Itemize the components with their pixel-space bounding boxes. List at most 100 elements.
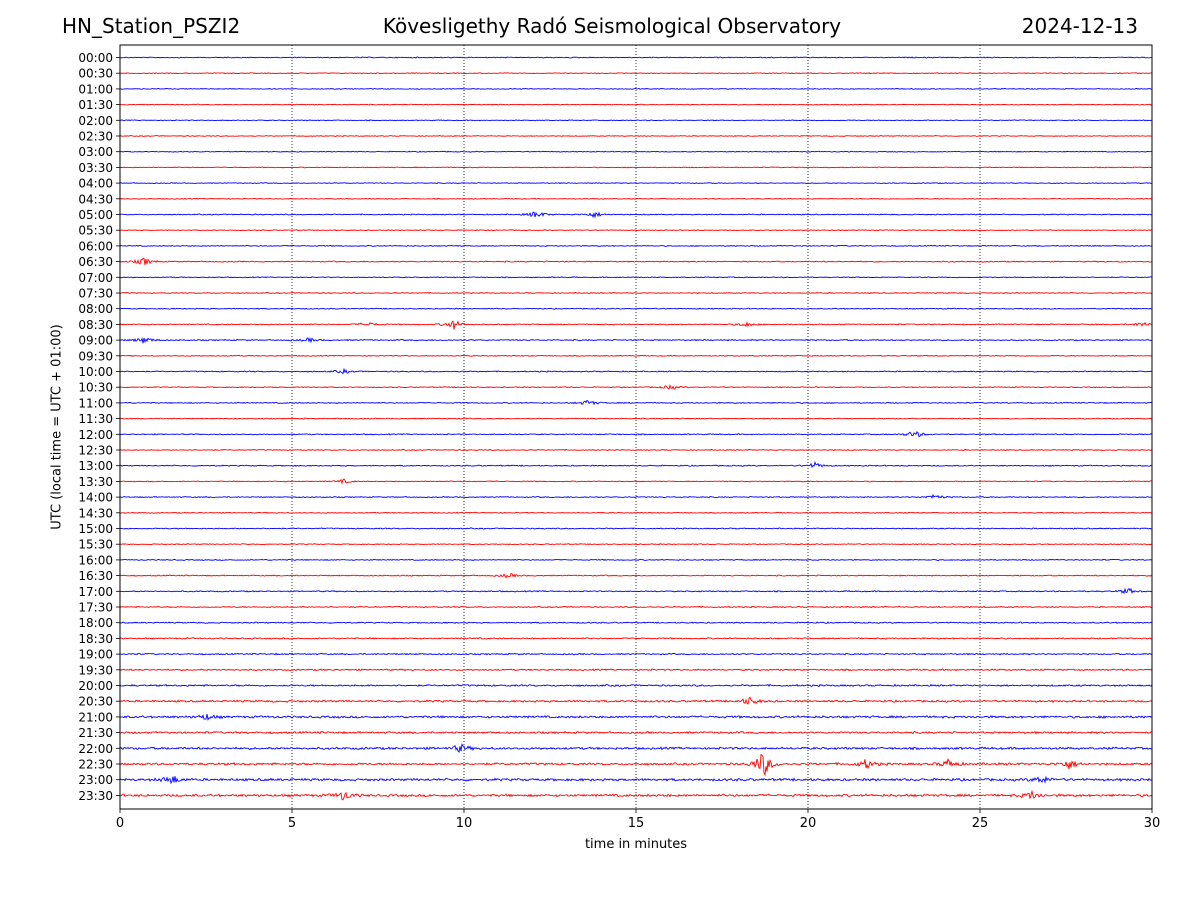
y-tick-label: 19:30 xyxy=(78,663,113,677)
y-tick-label: 17:00 xyxy=(78,585,113,599)
y-tick-label: 07:00 xyxy=(78,271,113,285)
y-tick-label: 14:00 xyxy=(78,491,113,505)
trace-1630 xyxy=(119,572,1153,579)
y-tick-label: 13:30 xyxy=(78,475,113,489)
trace-1930 xyxy=(119,668,1153,672)
y-tick-label: 21:30 xyxy=(78,726,113,740)
y-tick-label: 11:00 xyxy=(78,396,113,410)
y-tick-label: 08:30 xyxy=(78,318,113,332)
y-tick-label: 00:00 xyxy=(78,51,113,65)
trace-2200 xyxy=(119,743,1153,753)
y-tick-label: 06:00 xyxy=(78,239,113,253)
y-tick-label: 15:30 xyxy=(78,538,113,552)
y-tick-label: 06:30 xyxy=(78,255,113,269)
y-tick-label: 09:30 xyxy=(78,349,113,363)
y-tick-label: 02:00 xyxy=(78,114,113,128)
y-tick-label: 12:00 xyxy=(78,428,113,442)
trace-0500 xyxy=(119,211,1153,219)
trace-0430 xyxy=(119,197,1153,200)
trace-1400 xyxy=(119,493,1153,499)
y-tick-label: 03:00 xyxy=(78,145,113,159)
trace-1900 xyxy=(119,652,1153,656)
trace-2130 xyxy=(119,730,1153,735)
y-axis-label: UTC (local time = UTC + 01:00) xyxy=(49,324,65,530)
y-tick-label: 22:00 xyxy=(78,742,113,756)
trace-0630 xyxy=(119,257,1153,265)
trace-0700 xyxy=(119,276,1153,279)
trace-1300 xyxy=(119,461,1152,468)
y-tick-label: 15:00 xyxy=(78,522,113,536)
y-tick-label: 10:00 xyxy=(78,365,113,379)
trace-0400 xyxy=(119,182,1153,185)
trace-1500 xyxy=(119,527,1153,530)
x-tick-label: 25 xyxy=(972,816,989,831)
y-tick-label: 07:30 xyxy=(78,287,113,301)
trace-1100 xyxy=(119,399,1153,406)
trace-1730 xyxy=(119,605,1153,609)
trace-2000 xyxy=(119,683,1153,688)
trace-1700 xyxy=(119,587,1153,595)
trace-1200 xyxy=(119,431,1153,438)
y-tick-label: 12:30 xyxy=(78,444,113,458)
y-tick-label: 17:30 xyxy=(78,601,113,615)
trace-0100 xyxy=(119,87,1153,90)
y-tick-label: 18:30 xyxy=(78,632,113,646)
trace-0300 xyxy=(119,150,1153,153)
x-tick-label: 0 xyxy=(116,816,124,831)
trace-0200 xyxy=(119,119,1153,122)
trace-0900 xyxy=(119,337,1153,344)
trace-0730 xyxy=(119,291,1153,295)
trace-0930 xyxy=(119,354,1153,357)
y-tick-label: 08:00 xyxy=(78,302,113,316)
trace-2100 xyxy=(119,713,1153,721)
y-tick-label: 04:00 xyxy=(78,177,113,191)
y-tick-label: 05:30 xyxy=(78,224,113,238)
trace-2330 xyxy=(119,789,1153,801)
trace-0830 xyxy=(119,320,1153,330)
trace-0800 xyxy=(119,307,1153,310)
y-tick-label: 09:00 xyxy=(78,334,113,348)
y-tick-label: 19:00 xyxy=(78,648,113,662)
y-tick-label: 05:00 xyxy=(78,208,113,222)
y-tick-label: 03:30 xyxy=(78,161,113,175)
trace-0530 xyxy=(119,229,1153,232)
trace-0130 xyxy=(119,103,1153,106)
trace-0030 xyxy=(119,72,1153,75)
trace-0000 xyxy=(119,56,1153,59)
trace-1430 xyxy=(119,511,1153,514)
trace-2230 xyxy=(119,753,1153,777)
y-tick-label: 18:00 xyxy=(78,616,113,630)
trace-0230 xyxy=(119,134,1153,137)
trace-0330 xyxy=(119,166,1153,169)
trace-2030 xyxy=(119,696,1153,705)
x-tick-label: 5 xyxy=(288,816,296,831)
station-title: HN_Station_PSZI2 xyxy=(62,14,241,38)
trace-1030 xyxy=(119,383,1153,390)
trace-1600 xyxy=(119,558,1153,562)
date-title: 2024-12-13 xyxy=(1021,14,1138,38)
y-tick-label: 21:00 xyxy=(78,710,113,724)
x-axis-label: time in minutes xyxy=(584,837,688,852)
trace-0600 xyxy=(119,244,1153,247)
trace-1000 xyxy=(119,367,1153,375)
y-tick-label: 14:30 xyxy=(78,506,113,520)
y-tick-label: 23:00 xyxy=(78,773,113,787)
trace-1230 xyxy=(119,448,1153,452)
y-tick-label: 13:00 xyxy=(78,459,113,473)
trace-1330 xyxy=(119,478,1153,485)
x-tick-label: 10 xyxy=(456,816,473,831)
y-tick-label: 04:30 xyxy=(78,192,113,206)
y-tick-label: 23:30 xyxy=(78,789,113,803)
y-tick-label: 22:30 xyxy=(78,758,113,772)
trace-1830 xyxy=(119,637,1153,640)
y-tick-label: 20:30 xyxy=(78,695,113,709)
y-tick-label: 11:30 xyxy=(78,412,113,426)
y-tick-label: 20:00 xyxy=(78,679,113,693)
y-tick-label: 01:30 xyxy=(78,98,113,112)
y-tick-label: 00:30 xyxy=(78,67,113,81)
y-tick-label: 02:30 xyxy=(78,130,113,144)
y-tick-label: 16:00 xyxy=(78,553,113,567)
y-tick-label: 16:30 xyxy=(78,569,113,583)
trace-1130 xyxy=(119,417,1153,420)
